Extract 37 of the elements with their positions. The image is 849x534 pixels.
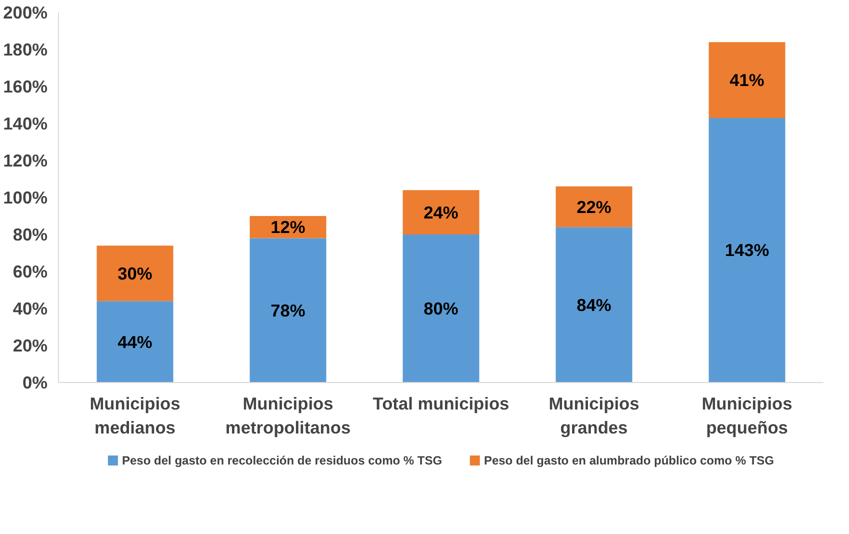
y-tick-label: 20% — [12, 336, 48, 356]
legend-label: Peso del gasto en recolección de residuos como % TSG — [122, 454, 442, 468]
bar — [708, 42, 786, 118]
data-label: 80% — [424, 298, 458, 318]
bar — [556, 186, 632, 228]
bar — [402, 190, 480, 234]
data-label: 84% — [576, 294, 612, 315]
y-tick-label: 40% — [12, 298, 48, 318]
y-tick-label: 120% — [3, 150, 48, 170]
y-tick-label: 0% — [22, 372, 48, 392]
y-tick-label: 200% — [3, 2, 48, 22]
data-label: 78% — [270, 300, 306, 320]
bar — [96, 246, 174, 302]
x-tick-label: Municipios pequeños — [702, 394, 792, 438]
x-tick-label: Total municipios — [372, 394, 510, 414]
legend-label: Peso del gasto en alumbrado público como % TSG — [484, 454, 774, 468]
x-tick-label: Municipios medianos — [90, 394, 180, 438]
data-label: 41% — [730, 70, 764, 90]
bar — [250, 238, 326, 382]
y-tick-label: 180% — [3, 40, 48, 60]
data-label: 24% — [424, 202, 458, 222]
data-label: 44% — [118, 332, 152, 352]
data-label: 30% — [118, 263, 152, 284]
bar — [556, 227, 632, 382]
data-label: 22% — [576, 196, 612, 217]
y-tick-label: 100% — [3, 188, 48, 208]
bar — [96, 301, 174, 382]
bar — [402, 234, 480, 382]
x-tick-label: Municipios metropolitanos — [225, 394, 351, 438]
y-tick-label: 160% — [3, 76, 48, 96]
y-tick-label: 140% — [3, 114, 48, 134]
y-tick-label: 60% — [12, 262, 48, 282]
x-tick-label: Municipios grandes — [548, 394, 640, 438]
data-label: 143% — [724, 240, 770, 260]
bar — [708, 118, 786, 382]
data-label: 12% — [270, 217, 306, 238]
y-tick-label: 80% — [12, 224, 48, 244]
